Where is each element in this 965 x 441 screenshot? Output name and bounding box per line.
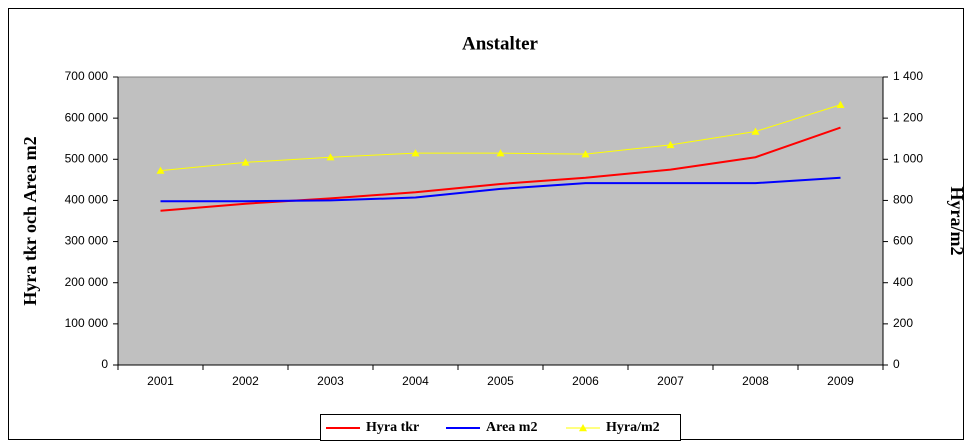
y2-tick-label: 1 000 <box>893 151 923 165</box>
y-tick-label: 100 000 <box>65 316 109 330</box>
y2-tick-label: 0 <box>893 357 900 371</box>
legend-label: Hyra tkr <box>366 420 419 435</box>
x-tick-label: 2006 <box>572 374 599 388</box>
y2-tick-label: 1 400 <box>893 69 923 83</box>
x-tick-label: 2001 <box>147 374 174 388</box>
x-tick-label: 2009 <box>827 374 854 388</box>
legend-box <box>320 414 681 441</box>
legend-marker <box>579 424 587 432</box>
y-axis-label: Hyra tkr och Area m2 <box>20 136 40 305</box>
data-point <box>496 149 505 157</box>
data-point <box>836 100 845 108</box>
y-tick-label: 500 000 <box>65 151 109 165</box>
y2-tick-label: 1 200 <box>893 110 923 124</box>
legend-label: Area m2 <box>486 420 537 435</box>
plot-area <box>117 76 884 366</box>
y2-tick-label: 600 <box>893 234 913 248</box>
chart-title: Anstalter <box>462 33 539 54</box>
y2-tick-label: 400 <box>893 275 913 289</box>
y-tick-label: 200 000 <box>65 275 109 289</box>
x-tick-label: 2005 <box>487 374 514 388</box>
y-tick-label: 600 000 <box>65 110 109 124</box>
y2-axis-label: Hyra/m2 <box>947 187 965 256</box>
x-tick-label: 2007 <box>657 374 684 388</box>
y-tick-label: 300 000 <box>65 234 109 248</box>
y-tick-label: 400 000 <box>65 193 109 207</box>
x-tick-label: 2008 <box>742 374 769 388</box>
series-line <box>160 176 841 203</box>
data-point <box>666 140 675 149</box>
data-point <box>751 127 760 135</box>
data-point <box>241 158 250 166</box>
y-tick-label: 0 <box>101 357 108 371</box>
y-tick-label: 700 000 <box>65 69 109 83</box>
data-point <box>156 166 165 174</box>
x-tick-label: 2002 <box>232 374 259 388</box>
x-tick-label: 2003 <box>317 374 344 388</box>
data-point <box>411 149 420 157</box>
y2-tick-label: 800 <box>893 193 913 207</box>
data-point <box>326 153 335 161</box>
x-tick-label: 2004 <box>402 374 429 388</box>
legend-label: Hyra/m2 <box>606 420 660 435</box>
y2-tick-label: 200 <box>893 316 913 330</box>
data-point <box>581 150 590 158</box>
